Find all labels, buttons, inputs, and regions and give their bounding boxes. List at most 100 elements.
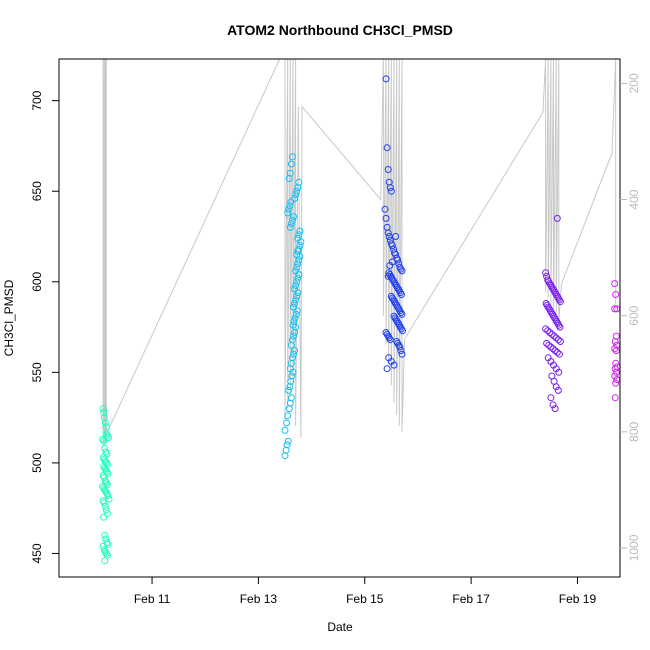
data-point xyxy=(100,546,108,554)
data-point xyxy=(288,372,296,380)
data-point xyxy=(293,263,301,271)
data-point xyxy=(102,423,110,431)
data-point xyxy=(102,479,110,487)
data-point xyxy=(386,184,394,192)
y2-tick-label: 800 xyxy=(627,421,641,441)
data-point xyxy=(99,454,107,461)
data-point xyxy=(292,310,300,318)
data-point xyxy=(387,187,395,195)
data-point xyxy=(288,354,296,362)
data-point xyxy=(552,334,560,342)
data-point xyxy=(294,274,302,282)
data-point xyxy=(383,365,391,373)
data-point xyxy=(295,231,303,239)
data-point xyxy=(287,394,295,402)
data-point xyxy=(103,450,111,458)
data-point xyxy=(543,339,551,347)
data-point xyxy=(381,205,389,213)
data-point xyxy=(542,269,550,277)
data-point xyxy=(553,348,561,356)
data-point xyxy=(548,283,556,291)
data-point xyxy=(549,401,557,409)
x-tick-label: Feb 11 xyxy=(134,592,171,606)
data-point xyxy=(284,412,292,420)
data-point xyxy=(612,379,620,387)
x-axis-label: Date xyxy=(327,620,353,634)
data-point xyxy=(547,309,555,317)
data-point xyxy=(283,419,291,427)
data-point xyxy=(391,298,398,306)
data-point xyxy=(286,223,294,231)
y-axis: 450 500 550 600 650 700 xyxy=(30,90,59,563)
data-point xyxy=(296,227,304,235)
y-tick-label: 550 xyxy=(30,362,44,382)
data-point xyxy=(387,292,395,300)
data-point xyxy=(100,455,108,463)
data-point xyxy=(285,386,293,394)
data-point xyxy=(287,160,295,168)
data-point xyxy=(543,301,551,309)
data-point xyxy=(102,506,110,514)
altitude-trace-layer xyxy=(102,58,617,444)
data-point xyxy=(292,191,300,199)
data-point xyxy=(611,365,619,373)
data-point xyxy=(612,291,620,298)
data-point xyxy=(291,314,299,322)
data-point xyxy=(292,296,300,304)
data-point xyxy=(390,312,398,320)
data-point xyxy=(101,557,109,565)
data-point xyxy=(296,242,304,250)
data-point xyxy=(611,280,619,288)
data-point xyxy=(294,234,302,242)
data-point xyxy=(551,314,559,322)
data-point xyxy=(550,332,558,340)
data-point xyxy=(283,441,291,449)
data-point xyxy=(103,551,111,559)
data-point xyxy=(551,347,559,355)
data-point xyxy=(291,285,299,293)
data-point xyxy=(384,272,392,280)
data-point xyxy=(101,486,109,494)
data-point xyxy=(385,269,393,277)
data-point xyxy=(550,312,557,320)
data-point xyxy=(394,303,402,311)
data-point xyxy=(385,334,393,342)
data-point xyxy=(388,258,396,266)
data-point xyxy=(611,394,619,402)
data-point xyxy=(281,426,289,434)
data-point xyxy=(290,303,297,311)
data-point xyxy=(556,323,564,331)
data-point xyxy=(397,291,405,298)
x-tick-label: Feb 17 xyxy=(452,592,490,606)
data-point xyxy=(103,510,111,518)
data-point xyxy=(393,318,401,326)
data-point xyxy=(396,343,404,351)
data-point xyxy=(548,330,556,338)
data-point xyxy=(290,318,298,326)
data-point xyxy=(553,214,561,222)
data-point xyxy=(399,327,406,335)
data-point xyxy=(556,298,564,306)
data-point xyxy=(284,437,292,445)
data-point xyxy=(549,345,557,353)
series-5 xyxy=(611,280,621,402)
data-point xyxy=(545,278,553,286)
altitude-line xyxy=(102,58,617,444)
data-point xyxy=(288,216,296,224)
data-point xyxy=(552,291,560,298)
data-point xyxy=(382,329,390,336)
data-point xyxy=(286,202,294,210)
data-point xyxy=(542,325,550,333)
data-point xyxy=(392,316,400,324)
data-point xyxy=(554,336,562,344)
data-point xyxy=(382,75,390,83)
data-point xyxy=(104,492,112,499)
data-point xyxy=(546,329,554,336)
data-point xyxy=(285,205,293,213)
data-point xyxy=(295,178,303,186)
data-point xyxy=(554,386,562,394)
data-point xyxy=(100,499,108,507)
data-point xyxy=(99,405,107,413)
x-tick-label: Feb 13 xyxy=(240,592,278,606)
data-point xyxy=(612,347,620,355)
